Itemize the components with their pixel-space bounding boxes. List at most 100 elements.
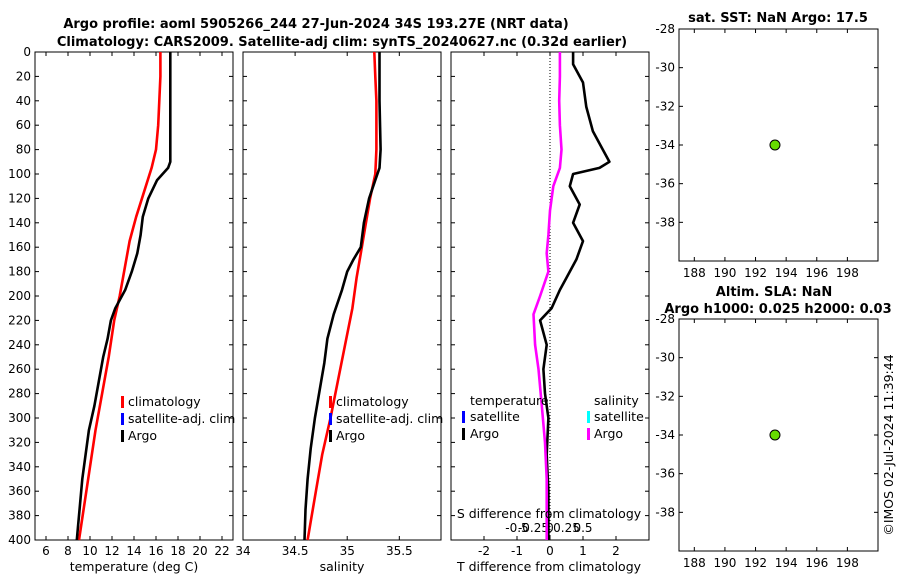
x-tick-label: 35.5 [386,544,413,558]
y-tick-label: 40 [16,94,31,108]
map-y-tick-label: -34 [655,138,675,152]
secondary-x-tick-label: -0.5 [505,521,528,535]
legend-label-satellite: satellite-adj. clim [336,411,443,426]
x-tick-label: 34 [235,544,250,558]
y-tick-label: 100 [8,167,31,181]
difference-legend: temperature satellite Argo salinity sate… [462,393,644,441]
argo-position-marker [769,139,781,151]
legend-swatch-s-satellite [587,411,590,423]
legend-title-temperature: temperature [470,393,549,408]
map-y-tick-label: -34 [655,428,675,442]
x-tick-label: 18 [170,544,185,558]
y-tick-label: 380 [8,509,31,523]
difference-secondary-xlabel: S difference from climatology [457,506,642,521]
argo-position-marker [769,429,781,441]
legend-swatch-argo [329,430,332,442]
legend-label-climatology: climatology [336,394,409,409]
series-layer [75,51,611,541]
secondary-x-tick-label: 0.25 [553,521,580,535]
map-y-tick-label: -30 [655,61,675,75]
x-tick-label: 16 [148,544,163,558]
x-tick-label: 14 [126,544,141,558]
legend-label-satellite: satellite-adj. clim [128,411,235,426]
secondary-x-tick-label: 0 [546,521,554,535]
legend-swatch-t-satellite [462,411,465,423]
map-y-tick-label: -36 [655,177,675,191]
legend-label-s-satellite: satellite [594,409,644,424]
map-x-tick-label: 194 [775,266,798,280]
title-line-1: Argo profile: aoml 5905266_244 27-Jun-20… [63,17,568,32]
y-tick-label: 280 [8,387,31,401]
temperature-legend: climatology satellite-adj. clim Argo [121,394,235,443]
imos-watermark: ©IMOS 02-Jul-2024 11:39:44 [881,354,896,535]
x-tick-label: 20 [192,544,207,558]
y-tick-label: 80 [16,143,31,157]
y-tick-label: 20 [16,69,31,83]
legend-swatch-climatology [121,396,124,408]
legend-swatch-climatology [329,396,332,408]
salinity-legend: climatology satellite-adj. clim Argo [329,394,443,443]
legend-swatch-argo [121,430,124,442]
sla-map-subtitle: Argo h1000: 0.025 h2000: 0.03 [664,302,891,317]
sst-map-title: sat. SST: NaN Argo: 17.5 [688,11,868,26]
map-y-tick-label: -28 [655,22,675,36]
y-tick-label: 160 [8,240,31,254]
y-tick-label: 140 [8,216,31,230]
map-x-tick-label: 190 [713,556,736,570]
y-tick-label: 120 [8,191,31,205]
legend-label-s-argo: Argo [594,426,623,441]
sla-map-title: Altim. SLA: NaN [716,285,832,300]
marker-layer [769,139,781,441]
map-x-tick-label: 192 [744,556,767,570]
legend-swatch-s-argo [587,428,590,440]
legend-label-argo: Argo [128,428,157,443]
y-tick-label: 0 [23,45,31,59]
x-tick-label: 6 [42,544,50,558]
x-tick-label: 2 [612,544,620,558]
map-x-tick-label: 190 [713,266,736,280]
x-tick-label: -2 [478,544,490,558]
y-tick-label: 360 [8,484,31,498]
y-tick-label: 340 [8,460,31,474]
title-line-2: Climatology: CARS2009. Satellite-adj cli… [57,35,627,50]
x-tick-label: 34.5 [282,544,309,558]
y-tick-label: 220 [8,313,31,327]
series-line-climatology [77,52,162,541]
y-tick-label: 240 [8,338,31,352]
secondary-x-tick-label: 0.5 [573,521,592,535]
legend-swatch-satellite [121,413,124,425]
legend-label-argo: Argo [336,428,365,443]
secondary-x-tick-label: -0.25 [518,521,549,535]
map-y-tick-label: -28 [655,312,675,326]
x-tick-label: 8 [64,544,72,558]
x-tick-label: 0 [546,544,554,558]
series-line-salinity-argo [532,52,563,540]
map-y-tick-label: -38 [655,215,675,229]
x-tick-label: 22 [214,544,229,558]
salinity-xlabel: salinity [320,559,365,574]
legend-label-t-satellite: satellite [470,409,520,424]
x-tick-label: 35 [340,544,355,558]
map-x-tick-label: 198 [836,266,859,280]
x-tick-label: 10 [82,544,97,558]
map-x-tick-label: 188 [683,556,706,570]
y-tick-label: 260 [8,362,31,376]
map-y-tick-label: -30 [655,351,675,365]
y-tick-label: 180 [8,265,31,279]
y-tick-label: 300 [8,411,31,425]
y-tick-label: 400 [8,533,31,547]
map-x-tick-label: 198 [836,556,859,570]
map-y-tick-label: -32 [655,99,675,113]
series-line-climatology [306,51,378,541]
map-y-tick-label: -36 [655,467,675,481]
series-line-temperature-argo [538,52,611,540]
legend-title-salinity: salinity [594,393,639,408]
map-x-tick-label: 196 [805,556,828,570]
temperature-xlabel: temperature (deg C) [70,559,199,574]
series-line-argo [303,52,382,541]
legend-swatch-t-argo [462,428,465,440]
y-tick-label: 200 [8,289,31,303]
legend-label-t-argo: Argo [470,426,499,441]
x-tick-label: -1 [511,544,523,558]
